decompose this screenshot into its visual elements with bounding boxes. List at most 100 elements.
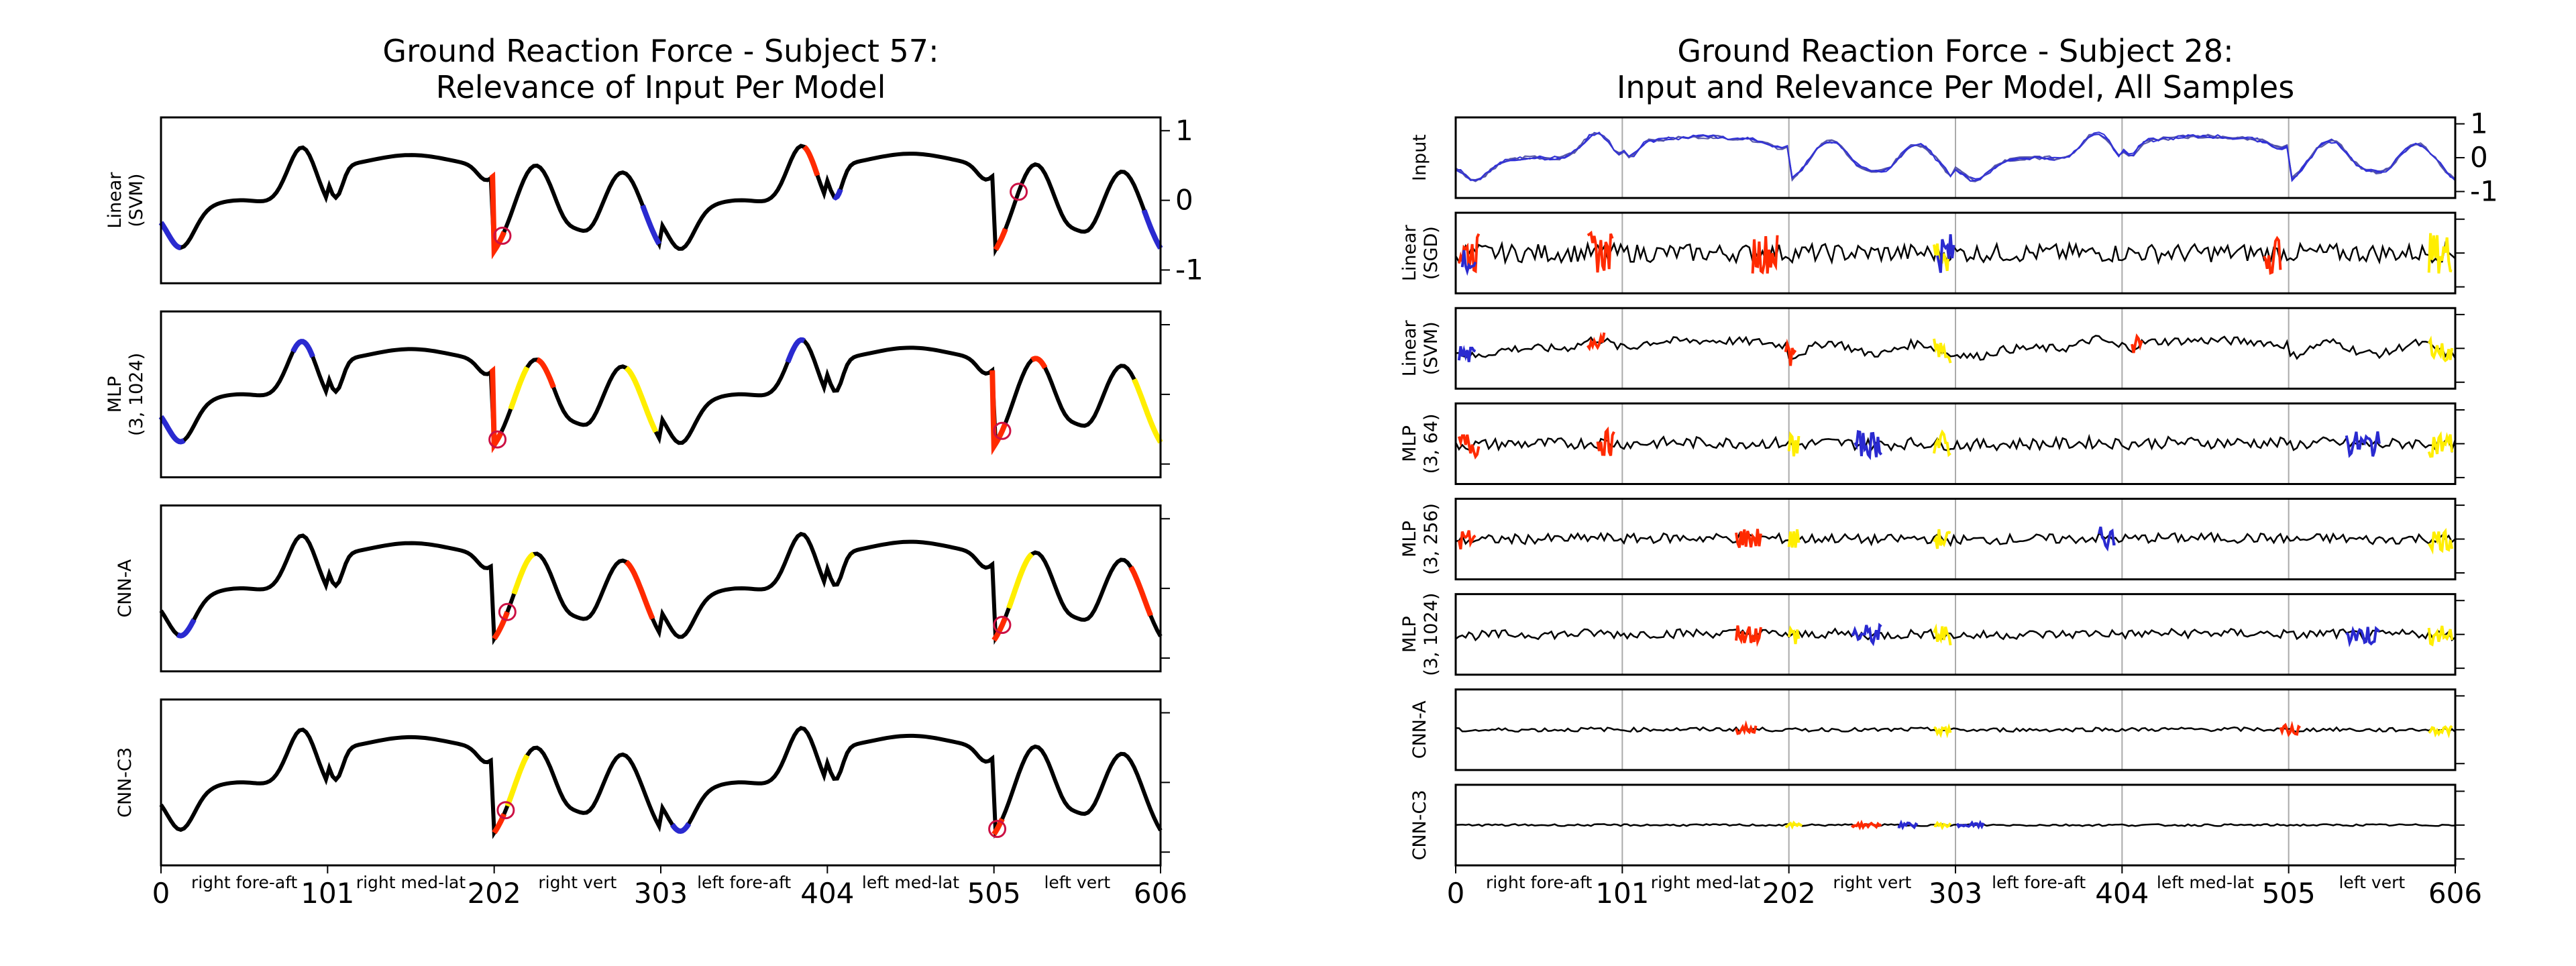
relevance-highlight	[1735, 720, 1758, 736]
relevance-highlight	[1457, 530, 1477, 550]
panel-ylabel-line: (SVM)	[126, 174, 147, 227]
relevance-highlight	[1933, 820, 1952, 830]
panel-ylabel: Input	[1409, 134, 1430, 181]
panel-ylabel-line: (SGD)	[1421, 226, 1442, 280]
region-label: left med-lat	[862, 873, 959, 892]
y-tick-label: 0	[2470, 141, 2488, 174]
panel-ylabel: CNN-C3	[115, 747, 136, 818]
panel-ylabel: MLP(3, 1024)	[105, 353, 147, 436]
panel-ylabel-line: Linear	[1399, 224, 1420, 281]
panel-1-6: CNN-A	[1409, 688, 2465, 771]
relevance-highlight	[535, 357, 556, 389]
x-tick-label: 404	[2095, 877, 2149, 910]
relevance-highlight	[2097, 526, 2116, 552]
signal-trace	[1455, 335, 2457, 361]
relevance-marker	[488, 430, 507, 449]
relevance-highlight	[2427, 431, 2454, 458]
panel-ylabel-line: MLP	[1399, 521, 1420, 557]
relevance-highlight	[1030, 356, 1048, 370]
panel-ylabel: MLP(3, 64)	[1399, 414, 1442, 474]
panel-1-4: MLP(3, 256)	[1399, 498, 2465, 581]
relevance-marker	[498, 602, 517, 621]
relevance-highlight	[1784, 820, 1803, 830]
relevance-highlight	[158, 415, 186, 445]
x-tick-label: 606	[2428, 877, 2482, 910]
relevance-marker	[1010, 182, 1028, 201]
relevance-highlight	[176, 618, 197, 639]
panel-frame	[160, 310, 1162, 478]
relevance-highlight	[2427, 625, 2454, 647]
panel-0-0: Linear(SVM) 1 0 -1	[105, 114, 1203, 286]
y-tick-label: -1	[1175, 253, 1203, 286]
input-sample-trace	[1455, 131, 2456, 182]
panel-1-7: CNN-C3	[1409, 784, 2465, 867]
region-label: left vert	[1044, 873, 1110, 892]
panel-ylabel-line: MLP	[105, 376, 125, 413]
relevance-highlight	[2428, 724, 2453, 739]
relevance-highlight	[492, 610, 511, 641]
chart-subtitle: Input and Relevance Per Model, All Sampl…	[1617, 69, 2294, 105]
relevance-highlight	[1132, 378, 1163, 444]
signal-trace	[1454, 240, 2456, 266]
chart-title: Ground Reaction Force - Subject 28:	[1677, 33, 2233, 69]
x-tick-label: 303	[634, 877, 688, 910]
relevance-highlight	[1587, 230, 1614, 273]
chart-subtitle: Relevance of Input Per Model	[436, 69, 886, 105]
relevance-highlight	[1787, 431, 1801, 457]
relevance-highlight	[802, 145, 820, 176]
y-tick-label: -1	[2470, 175, 2498, 208]
panel-0-1: MLP(3, 1024)	[105, 310, 1170, 478]
relevance-highlight	[2263, 235, 2282, 275]
region-label: left fore-aft	[1992, 873, 2086, 892]
relevance-highlight	[2131, 333, 2143, 354]
panel-ylabel: MLP(3, 1024)	[1399, 593, 1442, 676]
x-tick-label: 0	[152, 877, 170, 910]
panel-ylabel: CNN-C3	[1409, 790, 1430, 860]
y-tick-label: 0	[1175, 184, 1193, 217]
region-label: right vert	[538, 873, 616, 892]
signal-trace	[159, 726, 1163, 839]
relevance-highlight	[1933, 623, 1952, 646]
relevance-highlight	[785, 337, 806, 364]
signal-trace	[1455, 726, 2456, 733]
relevance-marker	[993, 616, 1012, 635]
panel-ylabel-line: MLP	[1399, 425, 1420, 462]
relevance-marker	[493, 226, 512, 245]
chart-1: Ground Reaction Force - Subject 28:Input…	[1399, 33, 2498, 910]
x-tick-label: 202	[468, 877, 521, 910]
x-tick-label: 404	[800, 877, 854, 910]
relevance-highlight	[1854, 430, 1883, 461]
panel-1-1: Linear(SGD)	[1399, 211, 2465, 294]
panel-frame	[160, 698, 1162, 867]
x-tick-label: 101	[301, 877, 354, 910]
panel-ylabel-line: CNN-C3	[1409, 790, 1430, 860]
panel-1-5: MLP(3, 1024)	[1399, 593, 2465, 676]
relevance-highlight	[1128, 566, 1153, 617]
relevance-highlight	[1596, 426, 1615, 456]
relevance-highlight	[1006, 552, 1034, 609]
relevance-highlight	[1457, 434, 1481, 460]
relevance-highlight	[158, 221, 182, 251]
region-label: left fore-aft	[697, 873, 791, 892]
relevance-highlight	[1936, 234, 1955, 273]
signal-trace	[1455, 531, 2456, 547]
panel-ylabel-line: Linear	[1399, 319, 1420, 376]
relevance-highlight	[640, 205, 662, 246]
panel-ylabel-line: (3, 1024)	[126, 353, 147, 436]
relevance-highlight	[1933, 429, 1951, 458]
panel-ylabel-line: CNN-C3	[115, 747, 136, 818]
relevance-highlight	[1851, 623, 1882, 647]
signal-trace	[1455, 823, 2456, 827]
signal-trace	[1454, 433, 2457, 453]
x-tick-label: 505	[967, 877, 1021, 910]
x-tick-label: 202	[1762, 877, 1816, 910]
relevance-highlight	[2427, 233, 2453, 274]
y-tick-label: 1	[1175, 114, 1193, 147]
region-label: right med-lat	[356, 873, 466, 892]
panel-ylabel: MLP(3, 256)	[1399, 503, 1442, 575]
panel-ylabel-line: (SVM)	[1421, 321, 1442, 375]
signal-trace	[1455, 627, 2456, 642]
panel-1-0: Input 10-1	[1409, 107, 2498, 208]
signal-trace	[159, 144, 1163, 258]
